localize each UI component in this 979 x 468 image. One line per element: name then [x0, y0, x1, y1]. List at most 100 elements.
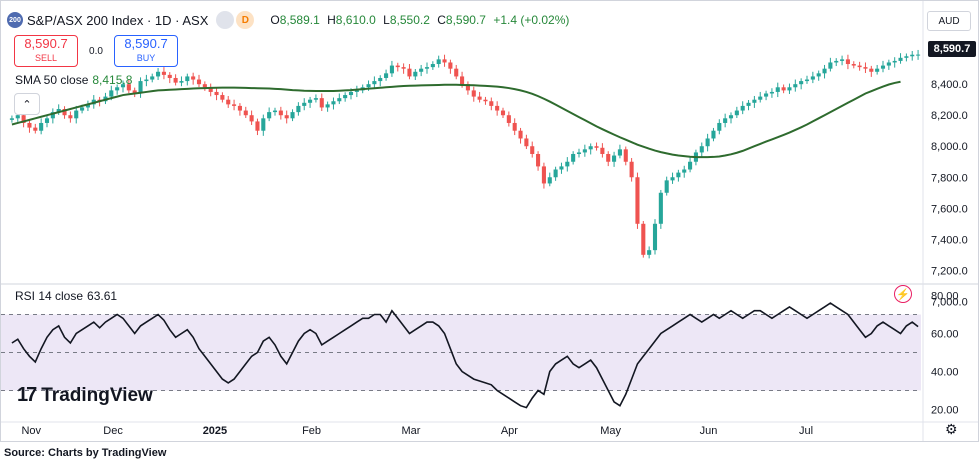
- candle-body: [576, 152, 582, 154]
- candle-body: [781, 87, 786, 91]
- candle-body: [255, 121, 260, 131]
- candle-body: [793, 84, 798, 88]
- candle-body: [892, 60, 897, 63]
- rsi-tick-label: 60.00: [931, 329, 959, 341]
- candle-body: [348, 91, 354, 96]
- candle-body: [126, 84, 131, 91]
- collapse-legend-button[interactable]: ⌃: [14, 93, 40, 115]
- candle-body: [723, 118, 728, 123]
- rsi-tick-label: 40.00: [931, 367, 959, 379]
- candle-body: [354, 90, 359, 92]
- candle-body: [810, 76, 815, 80]
- candle-body: [132, 90, 137, 94]
- candle-body: [495, 105, 500, 111]
- candle-body: [629, 161, 634, 178]
- symbol-title[interactable]: S&P/ASX 200 Index · 1D · ASX: [27, 12, 209, 28]
- candle-body: [746, 102, 751, 106]
- candle-body: [857, 65, 862, 68]
- candle-body: [430, 64, 435, 68]
- tradingview-mark-icon: 17: [17, 384, 37, 406]
- candle-body: [9, 118, 14, 120]
- flash-icon[interactable]: ⚡: [894, 285, 912, 303]
- candle-body: [828, 62, 833, 69]
- candle-body: [208, 87, 213, 92]
- candle-body: [553, 169, 558, 178]
- sma-legend[interactable]: SMA 50 close 8,415.8: [15, 73, 132, 87]
- candle-body: [559, 166, 564, 170]
- rsi-tick-label: 20.00: [931, 405, 959, 417]
- candle-body: [787, 87, 792, 91]
- settings-gear-icon[interactable]: ⚙: [945, 421, 958, 437]
- time-axis-label: Dec: [103, 425, 123, 437]
- candle-body: [372, 81, 377, 85]
- candle-body: [296, 105, 301, 113]
- candle-body: [62, 109, 67, 116]
- candle-body: [594, 146, 599, 148]
- candle-body: [290, 112, 295, 119]
- candle-body: [448, 62, 453, 69]
- candle-body: [85, 104, 90, 108]
- rsi-line: [11, 302, 919, 409]
- chart-frame: 7,000.0 7,200.0 7,400.0 7,600.0 7,800.0 8,000…: [0, 0, 979, 442]
- candle-body: [267, 112, 272, 119]
- candle-body: [658, 192, 663, 224]
- candle-body: [220, 95, 225, 100]
- open-value: 8,589.1: [279, 13, 320, 27]
- low-value: 8,550.2: [389, 13, 430, 27]
- symbol-logo-icon: 200: [7, 12, 23, 28]
- candle-body: [869, 68, 874, 72]
- buy-button[interactable]: 8,590.7 BUY: [114, 35, 178, 67]
- time-axis-label: Feb: [302, 425, 321, 437]
- tradingview-logo[interactable]: 17 TradingView: [17, 384, 153, 407]
- currency-button[interactable]: AUD: [927, 11, 971, 31]
- chart-svg[interactable]: 7,000.0 7,200.0 7,400.0 7,600.0 7,800.0 8,000…: [1, 1, 979, 442]
- candle-body: [845, 59, 850, 65]
- time-axis-label: Jun: [700, 425, 718, 437]
- candle-body: [652, 223, 658, 251]
- candle-body: [214, 91, 219, 96]
- candle-body: [343, 95, 348, 99]
- candle-body: [536, 153, 541, 167]
- high-value: 8,610.0: [335, 13, 376, 27]
- candle-body: [483, 99, 488, 102]
- high-label: H: [327, 13, 336, 27]
- chart-header: 200 S&P/ASX 200 Index · 1D · ASX D O8,58…: [7, 11, 573, 29]
- candle-body: [173, 77, 178, 83]
- candle-body: [506, 115, 511, 123]
- price-tick-label: 8,400.0: [931, 79, 968, 91]
- candle-body: [366, 84, 371, 88]
- rsi-legend-value: 63.61: [87, 289, 118, 303]
- candle-body: [612, 155, 617, 162]
- candle-body: [138, 81, 143, 94]
- sma-legend-value: 8,415.8: [92, 73, 133, 87]
- rsi-legend-label: RSI 14 close: [15, 289, 84, 303]
- candle-body: [705, 138, 710, 147]
- candle-body: [840, 59, 845, 61]
- chevron-up-icon: ⌃: [22, 98, 32, 111]
- candle-body: [319, 98, 324, 108]
- sell-button[interactable]: 8,590.7 SELL: [14, 35, 78, 67]
- low-label: L: [383, 13, 390, 27]
- candle-body: [769, 91, 774, 94]
- candle-body: [395, 65, 400, 68]
- candle-body: [308, 99, 313, 103]
- candle-body: [875, 68, 880, 72]
- price-tick-label: 7,200.0: [931, 265, 968, 277]
- candle-body: [191, 76, 196, 80]
- time-axis-label: Apr: [501, 425, 518, 437]
- candle-body: [804, 79, 810, 82]
- candle-body: [910, 54, 915, 57]
- candle-body: [407, 68, 412, 77]
- buy-price: 8,590.7: [124, 36, 168, 51]
- market-status-icon[interactable]: [216, 11, 235, 29]
- rsi-legend[interactable]: RSI 14 close 63.61: [15, 289, 117, 303]
- sma-line: [11, 80, 901, 159]
- ohlc-readout: O8,589.1 H8,610.0 L8,550.2 C8,590.7 +1.4…: [270, 13, 573, 27]
- delayed-data-badge[interactable]: D: [236, 11, 255, 29]
- candle-body: [179, 81, 184, 83]
- trade-panel: 8,590.7 SELL 0.0 8,590.7 BUY: [14, 35, 178, 67]
- last-price-tag: 8,590.7: [928, 41, 976, 57]
- candle-body: [916, 54, 921, 56]
- candle-body: [623, 149, 628, 162]
- candle-body: [389, 65, 394, 74]
